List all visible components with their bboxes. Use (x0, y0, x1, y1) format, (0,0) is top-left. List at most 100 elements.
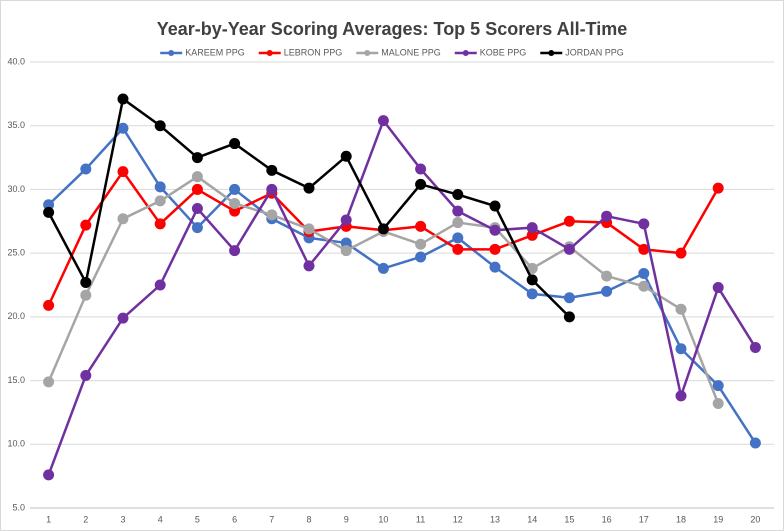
x-tick-label: 18 (676, 514, 686, 524)
x-tick-label: 7 (269, 514, 274, 524)
data-point (526, 274, 538, 286)
data-point (154, 195, 166, 207)
data-point (749, 341, 761, 353)
legend-label: MALONE PPG (381, 47, 441, 57)
data-point (489, 261, 501, 273)
data-point (526, 229, 538, 241)
data-point (80, 289, 92, 301)
data-point (80, 163, 92, 175)
data-point (43, 299, 55, 311)
legend-item: JORDAN PPG (540, 47, 624, 57)
data-point (601, 285, 613, 297)
y-tick-label: 20.0 (7, 311, 25, 321)
data-point (415, 178, 427, 190)
data-point (712, 380, 724, 392)
x-tick-label: 13 (490, 514, 500, 524)
data-point (117, 312, 129, 324)
data-point (712, 182, 724, 194)
data-point (489, 224, 501, 236)
data-point (154, 181, 166, 193)
data-point (80, 276, 92, 288)
data-point (229, 197, 241, 209)
data-point (601, 210, 613, 222)
data-point (526, 222, 538, 234)
legend-marker (462, 50, 469, 56)
x-tick-label: 8 (306, 514, 311, 524)
legend-item: LEBRON PPG (258, 47, 342, 57)
x-tick-label: 4 (158, 514, 163, 524)
legend-label: JORDAN PPG (565, 47, 624, 57)
x-tick-label: 10 (378, 514, 388, 524)
x-tick-label: 19 (713, 514, 723, 524)
series-line (47, 119, 757, 476)
data-point (117, 93, 129, 105)
data-point (191, 171, 203, 183)
data-point (675, 247, 687, 259)
legend-label: KAREEM PPG (185, 47, 245, 57)
x-tick-label: 11 (416, 514, 425, 524)
x-tick-label: 3 (120, 514, 125, 524)
x-tick-label: 15 (564, 514, 574, 524)
x-tick-label: 9 (344, 514, 349, 524)
data-point (675, 390, 687, 402)
data-point (340, 245, 352, 257)
data-point (191, 203, 203, 215)
data-point (452, 217, 464, 229)
data-point (415, 238, 427, 250)
data-point (117, 213, 129, 225)
data-point (229, 138, 241, 150)
y-tick-label: 40.0 (7, 56, 25, 66)
data-point (266, 209, 278, 221)
data-point (43, 206, 55, 218)
data-point (489, 243, 501, 255)
legend-marker (548, 50, 555, 56)
data-point (80, 369, 92, 381)
data-point (117, 122, 129, 134)
legend-item: KAREEM PPG (160, 47, 245, 57)
data-point (154, 120, 166, 132)
y-tick-label: 15.0 (7, 375, 25, 385)
data-point (638, 268, 650, 280)
legend-item: KOBE PPG (454, 47, 527, 57)
x-tick-label: 20 (750, 514, 760, 524)
x-tick-label: 16 (602, 514, 612, 524)
y-tick-label: 5.0 (12, 502, 25, 512)
data-point (638, 243, 650, 255)
data-point (452, 232, 464, 244)
data-point (266, 164, 278, 176)
y-tick-label: 35.0 (7, 120, 25, 130)
data-point (452, 189, 464, 201)
legend-marker (168, 50, 175, 56)
y-tick-label: 25.0 (7, 248, 25, 258)
legend: KAREEM PPG LEBRON PPG MALONE PPG KOBE PPG JO… (160, 47, 624, 57)
y-tick-label: 10.0 (7, 439, 25, 449)
data-point (117, 166, 129, 178)
x-tick-label: 1 (46, 514, 51, 524)
x-tick-label: 5 (195, 514, 200, 524)
legend-label: KOBE PPG (480, 47, 527, 57)
data-point (452, 243, 464, 255)
data-point (154, 218, 166, 230)
data-point (563, 215, 575, 227)
data-point (303, 223, 315, 235)
data-point (675, 343, 687, 355)
data-point (526, 288, 538, 300)
data-point (638, 280, 650, 292)
data-point (452, 205, 464, 217)
data-point (563, 292, 575, 304)
data-point (154, 279, 166, 291)
data-point (415, 220, 427, 232)
data-point (489, 200, 501, 212)
data-point (377, 223, 389, 235)
data-point (601, 270, 613, 282)
x-tick-label: 12 (453, 514, 463, 524)
data-point (80, 219, 92, 231)
chart-title: Year-by-Year Scoring Averages: Top 5 Sco… (157, 19, 628, 39)
data-point (229, 183, 241, 195)
legend-item: MALONE PPG (356, 47, 441, 57)
data-point (675, 303, 687, 315)
data-point (749, 437, 761, 449)
data-point (43, 376, 55, 388)
data-point (415, 163, 427, 175)
